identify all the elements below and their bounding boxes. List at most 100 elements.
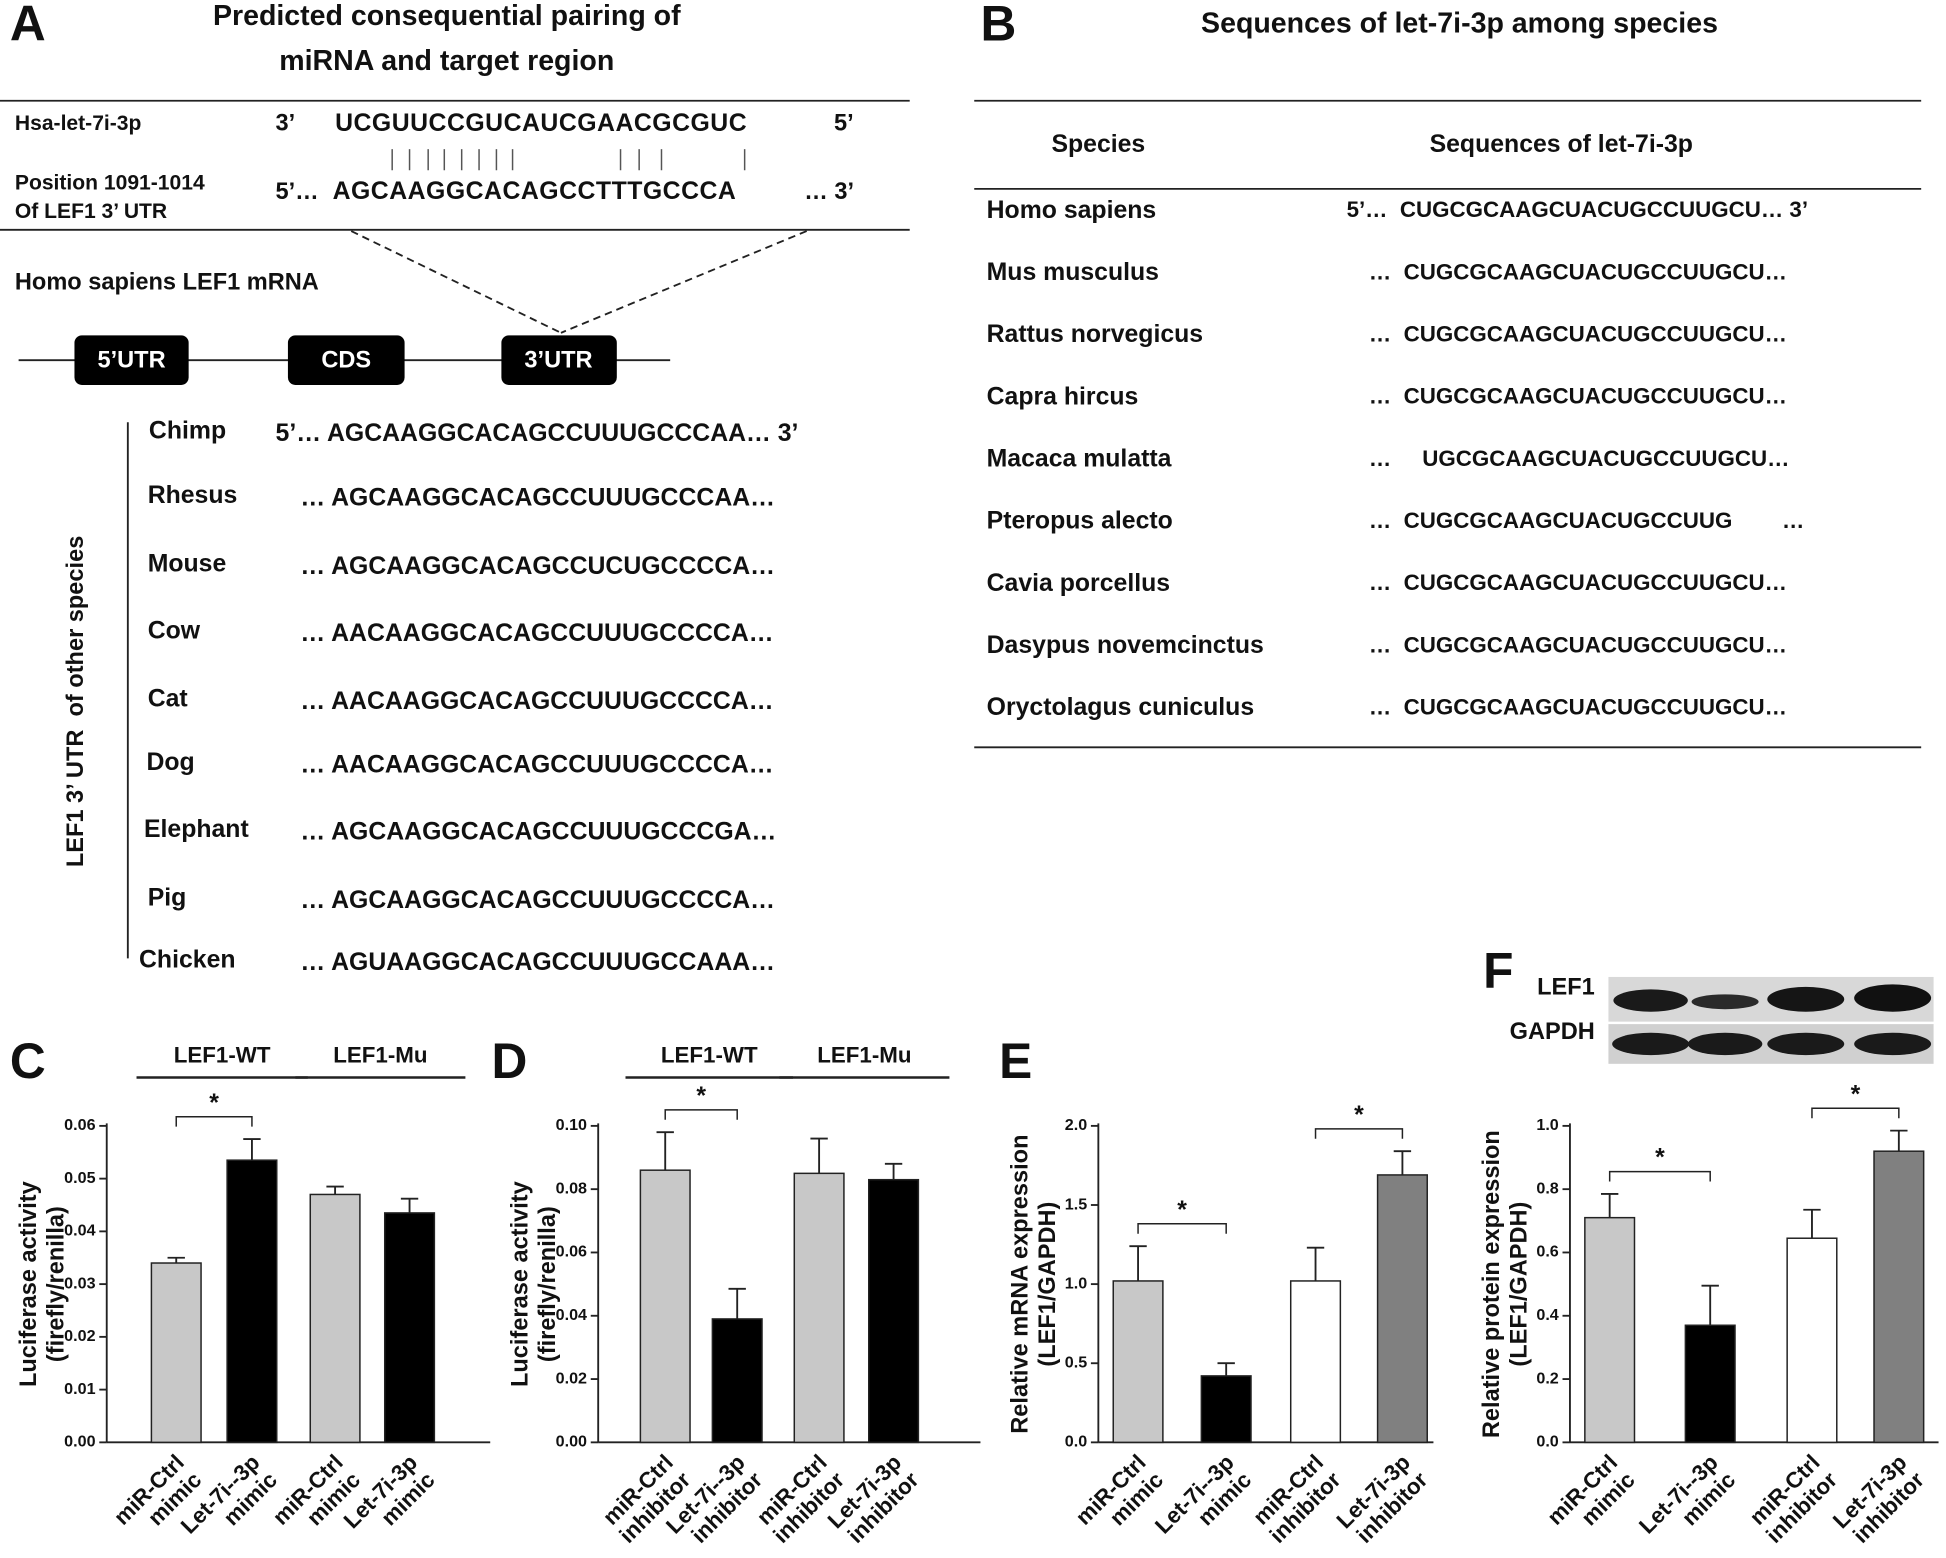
species-name: Pteropus alecto [987, 508, 1173, 535]
target-end: … 3’ [804, 178, 854, 204]
target-sequence: AGCAAGGCACAGCCTTTGCCCA [333, 178, 737, 205]
error-bar [1393, 1150, 1412, 1175]
bar [1200, 1375, 1252, 1444]
panel-title: Sequences of let-7i-3p among species [1201, 8, 1718, 40]
error-bar [1217, 1362, 1235, 1376]
y-tick-label: 1.5 [1065, 1195, 1087, 1213]
significance-bracket [1811, 1107, 1900, 1119]
y-axis-label: (LEF1/GAPDH) [1506, 1202, 1532, 1367]
region-box [287, 335, 405, 385]
species-sequence: … AGCAAGGCACAGCCUUUGCCCGA… [300, 819, 776, 846]
panel-title: Predicted consequential pairing of [213, 0, 681, 32]
error-bar [1890, 1129, 1908, 1152]
species-name: Elephant [144, 816, 249, 843]
blot-label: LEF1 [1537, 973, 1595, 999]
group-label: LEF1-WT [174, 1042, 271, 1067]
error-bar [884, 1162, 903, 1180]
error-bar [400, 1197, 419, 1213]
group-label: LEF1-Mu [333, 1042, 427, 1067]
error-bar [1701, 1284, 1719, 1326]
species-sequence: … UGCGCAAGCUACUGCCUUGCU… [1369, 446, 1790, 471]
region-label: 3’UTR [524, 347, 592, 373]
western-blot [1608, 976, 1934, 1064]
species-name: Cat [148, 686, 188, 713]
y-tick-label: 0.5 [1065, 1354, 1087, 1372]
bar [383, 1212, 436, 1444]
species-name: Pig [148, 884, 187, 911]
y-tick-label: 0.08 [556, 1179, 587, 1197]
error-bar [1129, 1245, 1147, 1281]
species-name: Chimp [149, 418, 226, 445]
bar [1376, 1174, 1428, 1444]
significance-bracket [664, 1109, 738, 1120]
species-name: Macaca mulatta [987, 445, 1172, 472]
species-name: Rattus norvegicus [987, 321, 1203, 348]
panel-letter: E [999, 1033, 1032, 1089]
bar [793, 1172, 845, 1444]
bar [1786, 1237, 1838, 1444]
significance-bracket [1608, 1170, 1711, 1182]
bar [639, 1169, 691, 1444]
mirna-end: 3’ [276, 110, 296, 136]
panel-letter: B [980, 0, 1016, 52]
y-axis-label: (firefly/renilla) [42, 1206, 68, 1362]
species-sequence: … AGUAAGGCACAGCCUUUGCCAAA… [300, 949, 775, 976]
y-tick-label: 0.00 [64, 1433, 95, 1451]
y-tick-label: 0.02 [556, 1369, 587, 1387]
y-tick-label: 0.04 [64, 1222, 95, 1240]
y-tick-label: 0.02 [64, 1327, 95, 1345]
error-bar [1803, 1208, 1821, 1239]
species-axis-label: LEF1 3’ UTR of other species [62, 536, 88, 868]
species-sequence: 5’… CUGCGCAAGCUACUGCCUUGCU… 3’ [1347, 197, 1808, 222]
y-tick-label: 1.0 [1536, 1116, 1558, 1134]
species-name: Rhesus [148, 482, 238, 509]
error-bar [167, 1256, 185, 1264]
error-bar [656, 1131, 674, 1171]
significance-bracket [175, 1115, 253, 1127]
column-header: Sequences of let-7i-3p [1430, 131, 1693, 158]
region-label: 5’UTR [97, 347, 165, 373]
bar [1112, 1280, 1164, 1444]
error-bar [326, 1185, 344, 1195]
y-tick-label: 0.10 [556, 1116, 587, 1134]
panel-letter: F [1483, 943, 1513, 999]
species-sequence: … CUGCGCAAGCUACUGCCUUGCU… [1369, 695, 1787, 720]
y-axis-label: (LEF1/GAPDH) [1034, 1202, 1060, 1367]
target-name: Position 1091-1014 [15, 171, 205, 194]
y-tick-label: 0.0 [1065, 1433, 1087, 1451]
bar [226, 1159, 278, 1444]
target-end: 5’… [276, 178, 319, 204]
y-tick-label: 0.8 [1536, 1179, 1558, 1197]
error-bar [1306, 1246, 1325, 1281]
error-bar [728, 1287, 746, 1319]
target-name: Of LEF1 3’ UTR [15, 200, 167, 223]
species-sequence: 5’… AGCAAGGCACAGCCUUUGCCCAA… 3’ [276, 420, 799, 447]
y-tick-label: 0.00 [556, 1433, 587, 1451]
y-tick-label: 0.2 [1536, 1369, 1558, 1387]
species-name: Cow [148, 617, 201, 644]
significance-label: * [1354, 1102, 1364, 1129]
y-tick-label: 0.03 [64, 1274, 95, 1292]
species-sequence: … CUGCGCAAGCUACUGCCUUGCU… [1369, 259, 1787, 284]
y-tick-label: 0.05 [64, 1169, 95, 1187]
species-sequence: … AGCAAGGCACAGCCUUUGCCCCA… [300, 887, 775, 914]
error-bar [810, 1137, 828, 1174]
error-bar [1600, 1192, 1619, 1218]
species-sequence: … AACAAGGCACAGCCUUUGCCCCA… [300, 620, 773, 647]
bar [150, 1262, 202, 1444]
y-axis-label: Luciferase activity [15, 1181, 41, 1387]
mirna-sequence: UCGUUCCGUCAUCGAACGCGUC [335, 110, 747, 137]
significance-label: * [1655, 1145, 1665, 1172]
species-name: Mus musculus [987, 259, 1159, 286]
species-name: Chicken [139, 946, 236, 973]
species-name: Mouse [148, 550, 227, 577]
y-tick-label: 0.06 [556, 1243, 587, 1261]
y-tick-label: 0.01 [64, 1380, 95, 1398]
zoom-lines [350, 230, 808, 334]
significance-label: * [696, 1083, 706, 1110]
species-sequence: … CUGCGCAAGCUACUGCCUUG … [1369, 508, 1804, 533]
species-sequence: … AGCAAGGCACAGCCUUUGCCCAA… [300, 485, 775, 512]
column-header: Species [1051, 131, 1145, 158]
